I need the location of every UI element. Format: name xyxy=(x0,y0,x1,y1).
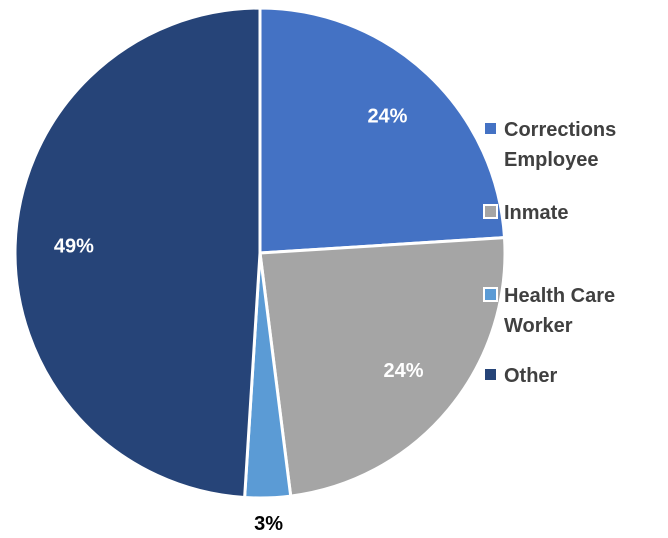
legend-swatch xyxy=(483,121,498,136)
data-label: 24% xyxy=(367,106,407,128)
pie-slice xyxy=(258,236,507,498)
legend-label: Inmate xyxy=(504,202,569,224)
legend-label: Corrections Employee xyxy=(504,119,617,171)
legend-swatch xyxy=(483,287,498,302)
legend-item: Health Care Worker xyxy=(483,281,644,341)
legend-item: Other xyxy=(483,361,644,391)
legend-swatch xyxy=(483,367,498,382)
data-label: 3% xyxy=(254,513,283,535)
pie-slice xyxy=(13,6,262,500)
pie-slice xyxy=(258,6,507,255)
legend-label: Health Care Worker xyxy=(504,285,616,337)
data-label: 49% xyxy=(54,235,94,257)
legend-item: Inmate xyxy=(483,198,644,228)
legend-label: Other xyxy=(504,365,558,387)
legend-item: Corrections Employee xyxy=(483,115,644,175)
legend-swatch xyxy=(483,204,498,219)
data-label: 24% xyxy=(383,360,423,382)
